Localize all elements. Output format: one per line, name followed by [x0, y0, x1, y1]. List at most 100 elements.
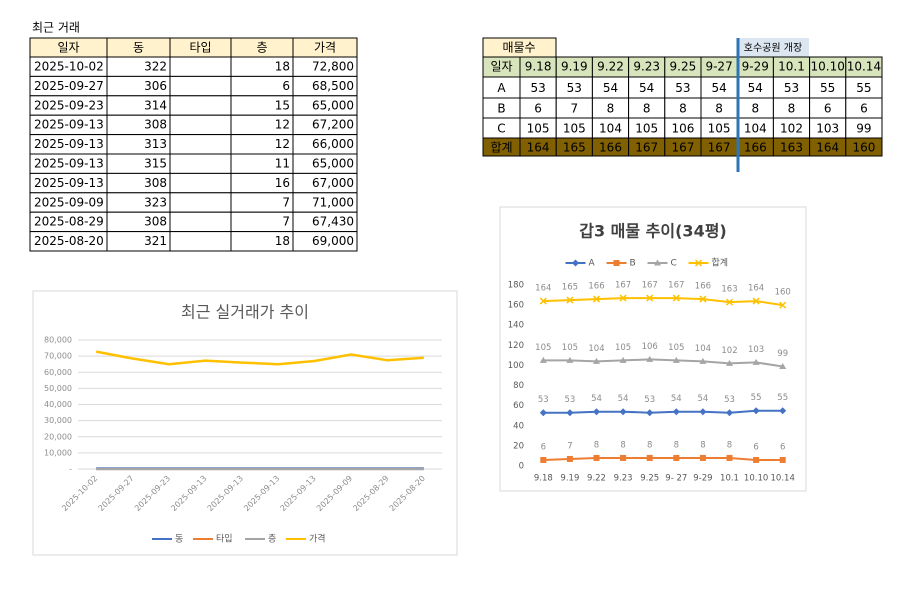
cell-text: 167	[671, 141, 694, 155]
cell-text: 54	[748, 81, 763, 95]
cell-text: 313	[144, 137, 167, 151]
y-tick-label: 20	[513, 441, 524, 451]
legend-label: 합계	[712, 257, 729, 269]
cell-text: 167	[708, 141, 731, 155]
cell-text: 2025-08-20	[34, 234, 104, 248]
y-tick-label: 120	[508, 341, 524, 351]
cell-text: 54	[603, 81, 618, 95]
cell-text: 167	[635, 141, 658, 155]
header-text: 10.14	[847, 60, 881, 74]
marker	[539, 356, 547, 363]
marker	[752, 358, 760, 365]
legend-label: 동	[175, 534, 183, 545]
marker	[726, 359, 733, 366]
y-tick-label: 100	[508, 361, 524, 371]
series-line	[543, 358, 783, 368]
header-text: 층	[256, 41, 267, 55]
y-tick-label: -	[69, 465, 72, 474]
data-label: 165	[562, 283, 578, 293]
series-line	[543, 409, 783, 414]
marker	[572, 259, 579, 267]
cell-text: 67,200	[312, 118, 354, 132]
marker	[726, 409, 733, 417]
cell-text: 72,800	[312, 60, 354, 74]
data-label: 104	[588, 344, 604, 354]
y-tick-label: 80,000	[44, 336, 72, 345]
cell-text: 2025-09-13	[34, 118, 104, 132]
cell-text: 163	[780, 141, 803, 155]
data-label: 105	[615, 343, 631, 353]
cell-text: 2025-10-02	[34, 60, 104, 74]
cell	[169, 172, 232, 194]
marker	[619, 294, 627, 302]
y-tick-label: 80	[513, 381, 524, 391]
cell-text: 55	[820, 81, 835, 95]
y-tick-label: 10,000	[44, 448, 72, 457]
x-tick-label: 10.10	[744, 474, 768, 484]
chart-frame	[32, 290, 458, 556]
cell-text: 54	[711, 81, 726, 95]
cell	[169, 95, 232, 116]
legend-label: 타입	[216, 533, 233, 545]
x-tick-label: 9.19	[560, 474, 579, 484]
legend-label: B	[630, 259, 636, 269]
y-tick-label: 180	[508, 281, 524, 291]
marker	[672, 294, 680, 302]
cell-text: 160	[852, 141, 875, 155]
x-tick-label: 9.25	[640, 474, 659, 484]
cell-text: 6	[282, 79, 290, 93]
legend-label: 층	[268, 534, 276, 545]
marker	[699, 408, 707, 416]
cell-text: 323	[144, 195, 167, 209]
cell-text: 67,430	[312, 215, 354, 229]
y-tick-label: 60	[513, 401, 524, 411]
marker	[566, 409, 574, 417]
cell-text: 53	[675, 81, 690, 95]
cell-text: 104	[744, 122, 767, 136]
marker	[699, 454, 706, 461]
marker	[725, 298, 734, 306]
cell-text: 6	[534, 102, 542, 116]
cell-text: 2025-09-13	[34, 137, 104, 151]
cell-text: 53	[784, 81, 799, 95]
cell-text: 308	[144, 176, 167, 190]
header-text: 타입	[189, 41, 211, 55]
cell	[169, 114, 232, 136]
header-text: 9.22	[597, 60, 624, 74]
cell-text: 53	[567, 81, 582, 95]
data-label: 54	[697, 394, 708, 404]
cell-text: 18	[275, 234, 290, 248]
marker	[654, 259, 661, 266]
data-label: 53	[564, 395, 575, 405]
cell-text: 105	[708, 122, 731, 136]
data-label: 167	[668, 281, 684, 291]
data-label: 6	[780, 442, 785, 452]
cell-text: 2025-09-13	[34, 157, 104, 171]
marker	[540, 456, 547, 463]
chart-title: 최근 실거래가 추이	[181, 303, 309, 322]
cell-text: 164	[527, 141, 550, 155]
marker	[699, 295, 707, 303]
cell-text: 2025-09-13	[34, 176, 104, 190]
x-tick-label: 9.18	[534, 474, 553, 484]
y-tick-label: 30,000	[44, 416, 72, 425]
cell-text: 6	[824, 102, 832, 116]
marker	[593, 408, 600, 416]
data-label: 53	[724, 395, 735, 405]
y-tick-label: 140	[508, 321, 524, 331]
data-label: 105	[535, 343, 551, 353]
marker	[619, 408, 627, 416]
marker	[566, 455, 573, 462]
cell-text: 12	[275, 118, 290, 132]
cell-text: 315	[144, 157, 167, 171]
marker	[566, 356, 574, 363]
y-tick-label: 60,000	[44, 368, 72, 377]
row-label: 합계	[490, 141, 512, 155]
data-label: 8	[727, 440, 732, 450]
header-text: 9-29	[742, 60, 769, 74]
header-text: 10.10	[811, 60, 845, 74]
cell-text: 306	[144, 79, 167, 93]
header-text: 9-27	[705, 60, 732, 74]
marker	[593, 454, 600, 461]
legend-label: A	[589, 259, 596, 269]
